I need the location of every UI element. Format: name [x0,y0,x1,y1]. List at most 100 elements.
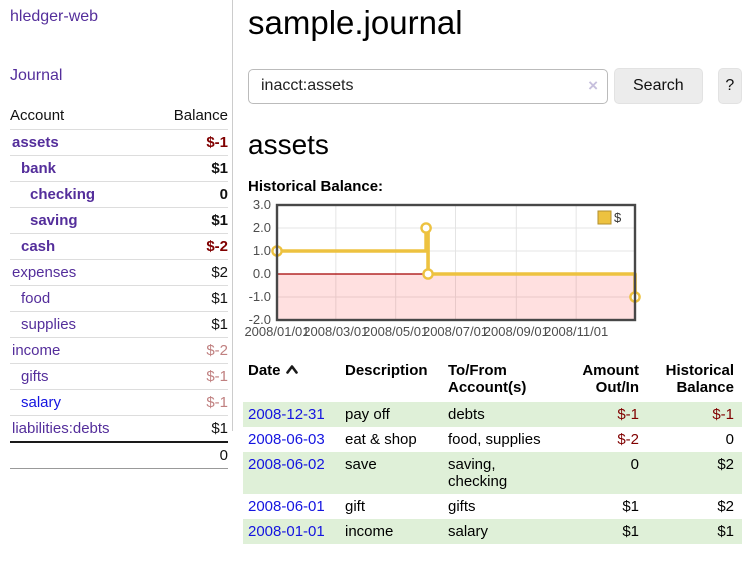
account-row: income $-2 [10,337,228,363]
transaction-amount: 0 [558,452,647,494]
register-table-body: 2008-12-31 pay off debts $-1 $-1 2008-06-03 ea… [243,402,742,544]
svg-text:2008/03/01: 2008/03/01 [303,324,368,339]
accounts-header-account: Account [10,107,65,124]
svg-text:1.0: 1.0 [253,243,271,258]
transaction-balance: $2 [647,452,742,494]
account-balance: $2 [211,264,228,281]
svg-text:3.0: 3.0 [253,197,271,212]
transaction-description: income [340,519,443,544]
register-header-amount: Amount Out/In [582,362,639,396]
transaction-date-link[interactable]: 2008-12-31 [248,406,325,423]
transaction-description: gift [345,498,366,515]
account-balance: 0 [219,186,228,203]
register-header-date[interactable]: Date [243,360,340,402]
account-row: expenses $2 [10,259,228,285]
register-header-balance: Historical Balance [665,362,734,396]
account-row: checking 0 [10,181,228,207]
register-header-date-label: Date [248,362,281,379]
transaction-balance: 0 [725,431,734,448]
transaction-accounts: gifts [448,498,476,515]
app-brand-link[interactable]: hledger-web [10,8,99,25]
account-balance: $1 [211,290,228,307]
account-link[interactable]: checking [30,186,96,203]
account-link[interactable]: supplies [21,316,77,333]
svg-text:-2.0: -2.0 [249,312,271,327]
search-form: × Search ? [248,68,742,104]
clear-search-icon[interactable]: × [588,75,598,95]
accounts-table-header: Account Balance [10,103,228,129]
svg-text:2008/01/01: 2008/01/01 [244,324,309,339]
register-table: Date Description To/From Account(s) Amou… [243,360,742,544]
accounts-header-balance: Balance [173,107,228,124]
register-row: 2008-01-01 income salary $1 $1 [243,519,742,544]
account-row: cash $-2 [10,233,228,259]
page-title: sample.journal [248,4,463,41]
account-link[interactable]: cash [21,238,56,255]
account-balance: $-1 [206,368,228,385]
svg-text:$: $ [614,210,622,225]
register-row: 2008-06-03 eat & shop food, supplies $-2 0 [243,427,742,452]
account-row: assets $-1 [10,129,228,155]
accounts-table: Account Balance assets $-1 bank $1 checking 0… [10,103,228,469]
svg-text:-1.0: -1.0 [249,289,271,304]
account-link[interactable]: liabilities:debts [12,420,110,437]
transaction-date-link[interactable]: 2008-01-01 [248,523,325,540]
account-balance: $-1 [206,134,228,151]
transaction-description: eat & shop [345,431,417,448]
account-balance: $1 [211,212,228,229]
svg-text:0.0: 0.0 [253,266,271,281]
transaction-date-link[interactable]: 2008-06-03 [248,431,325,448]
account-row: saving $1 [10,207,228,233]
account-row: food $1 [10,285,228,311]
transaction-amount: $-2 [617,431,639,448]
help-button[interactable]: ? [717,68,742,104]
transaction-date-link[interactable]: 2008-06-01 [248,498,325,515]
transaction-accounts: debts [443,402,558,427]
svg-text:2008/11/01: 2008/11/01 [544,324,608,339]
account-balance: $-2 [206,238,228,255]
account-link[interactable]: assets [12,134,59,151]
account-balance: $-1 [206,394,228,411]
account-row: liabilities:debts $1 [10,415,228,441]
accounts-table-body: assets $-1 bank $1 checking 0 saving $1 cash $-2 e… [10,129,228,441]
accounts-total-row: 0 [10,441,228,469]
svg-text:2008/07/01: 2008/07/01 [423,324,488,339]
transaction-amount: $1 [558,519,647,544]
account-link[interactable]: food [21,290,51,307]
svg-text:2008/05/01: 2008/05/01 [363,324,428,339]
transaction-balance: $2 [717,498,734,515]
transaction-description: pay off [340,402,443,427]
account-link[interactable]: income [12,342,61,359]
account-link[interactable]: bank [21,160,57,177]
register-header-accounts: To/From Account(s) [448,362,527,396]
search-input-wrap: × [248,68,608,104]
sidebar: hledger-web Journal Account Balance asse… [0,0,233,469]
account-balance: $1 [211,160,228,177]
main-content: sample.journal × Search ? assets Histori… [233,0,742,582]
search-button[interactable]: Search [614,68,703,104]
svg-text:2.0: 2.0 [253,220,271,235]
account-row: bank $1 [10,155,228,181]
account-link[interactable]: saving [30,212,78,229]
transaction-balance: $-1 [647,402,742,427]
account-balance: $1 [211,316,228,333]
search-input[interactable] [248,68,608,104]
sidebar-item-journal[interactable]: Journal [10,67,63,84]
transaction-accounts: salary [443,519,558,544]
account-link[interactable]: salary [21,394,62,411]
account-row: supplies $1 [10,311,228,337]
account-link[interactable]: gifts [21,368,49,385]
account-row: gifts $-1 [10,363,228,389]
account-heading: assets [248,129,329,160]
account-balance: $-2 [206,342,228,359]
transaction-date-link[interactable]: 2008-06-02 [248,456,325,473]
account-balance: $1 [211,420,228,437]
register-row: 2008-06-02 save saving, checking 0 $2 [243,452,742,494]
account-link[interactable]: expenses [12,264,77,281]
account-row: salary $-1 [10,389,228,415]
transaction-amount: $-1 [558,402,647,427]
transaction-accounts: saving, checking [443,452,558,494]
historical-balance-chart: $3.0 2.0 1.0 0.0 -1.0 -2.0 2008/01/01 2008/03/0… [243,197,742,344]
transaction-accounts: food, supplies [448,431,541,448]
transaction-amount: $1 [622,498,639,515]
